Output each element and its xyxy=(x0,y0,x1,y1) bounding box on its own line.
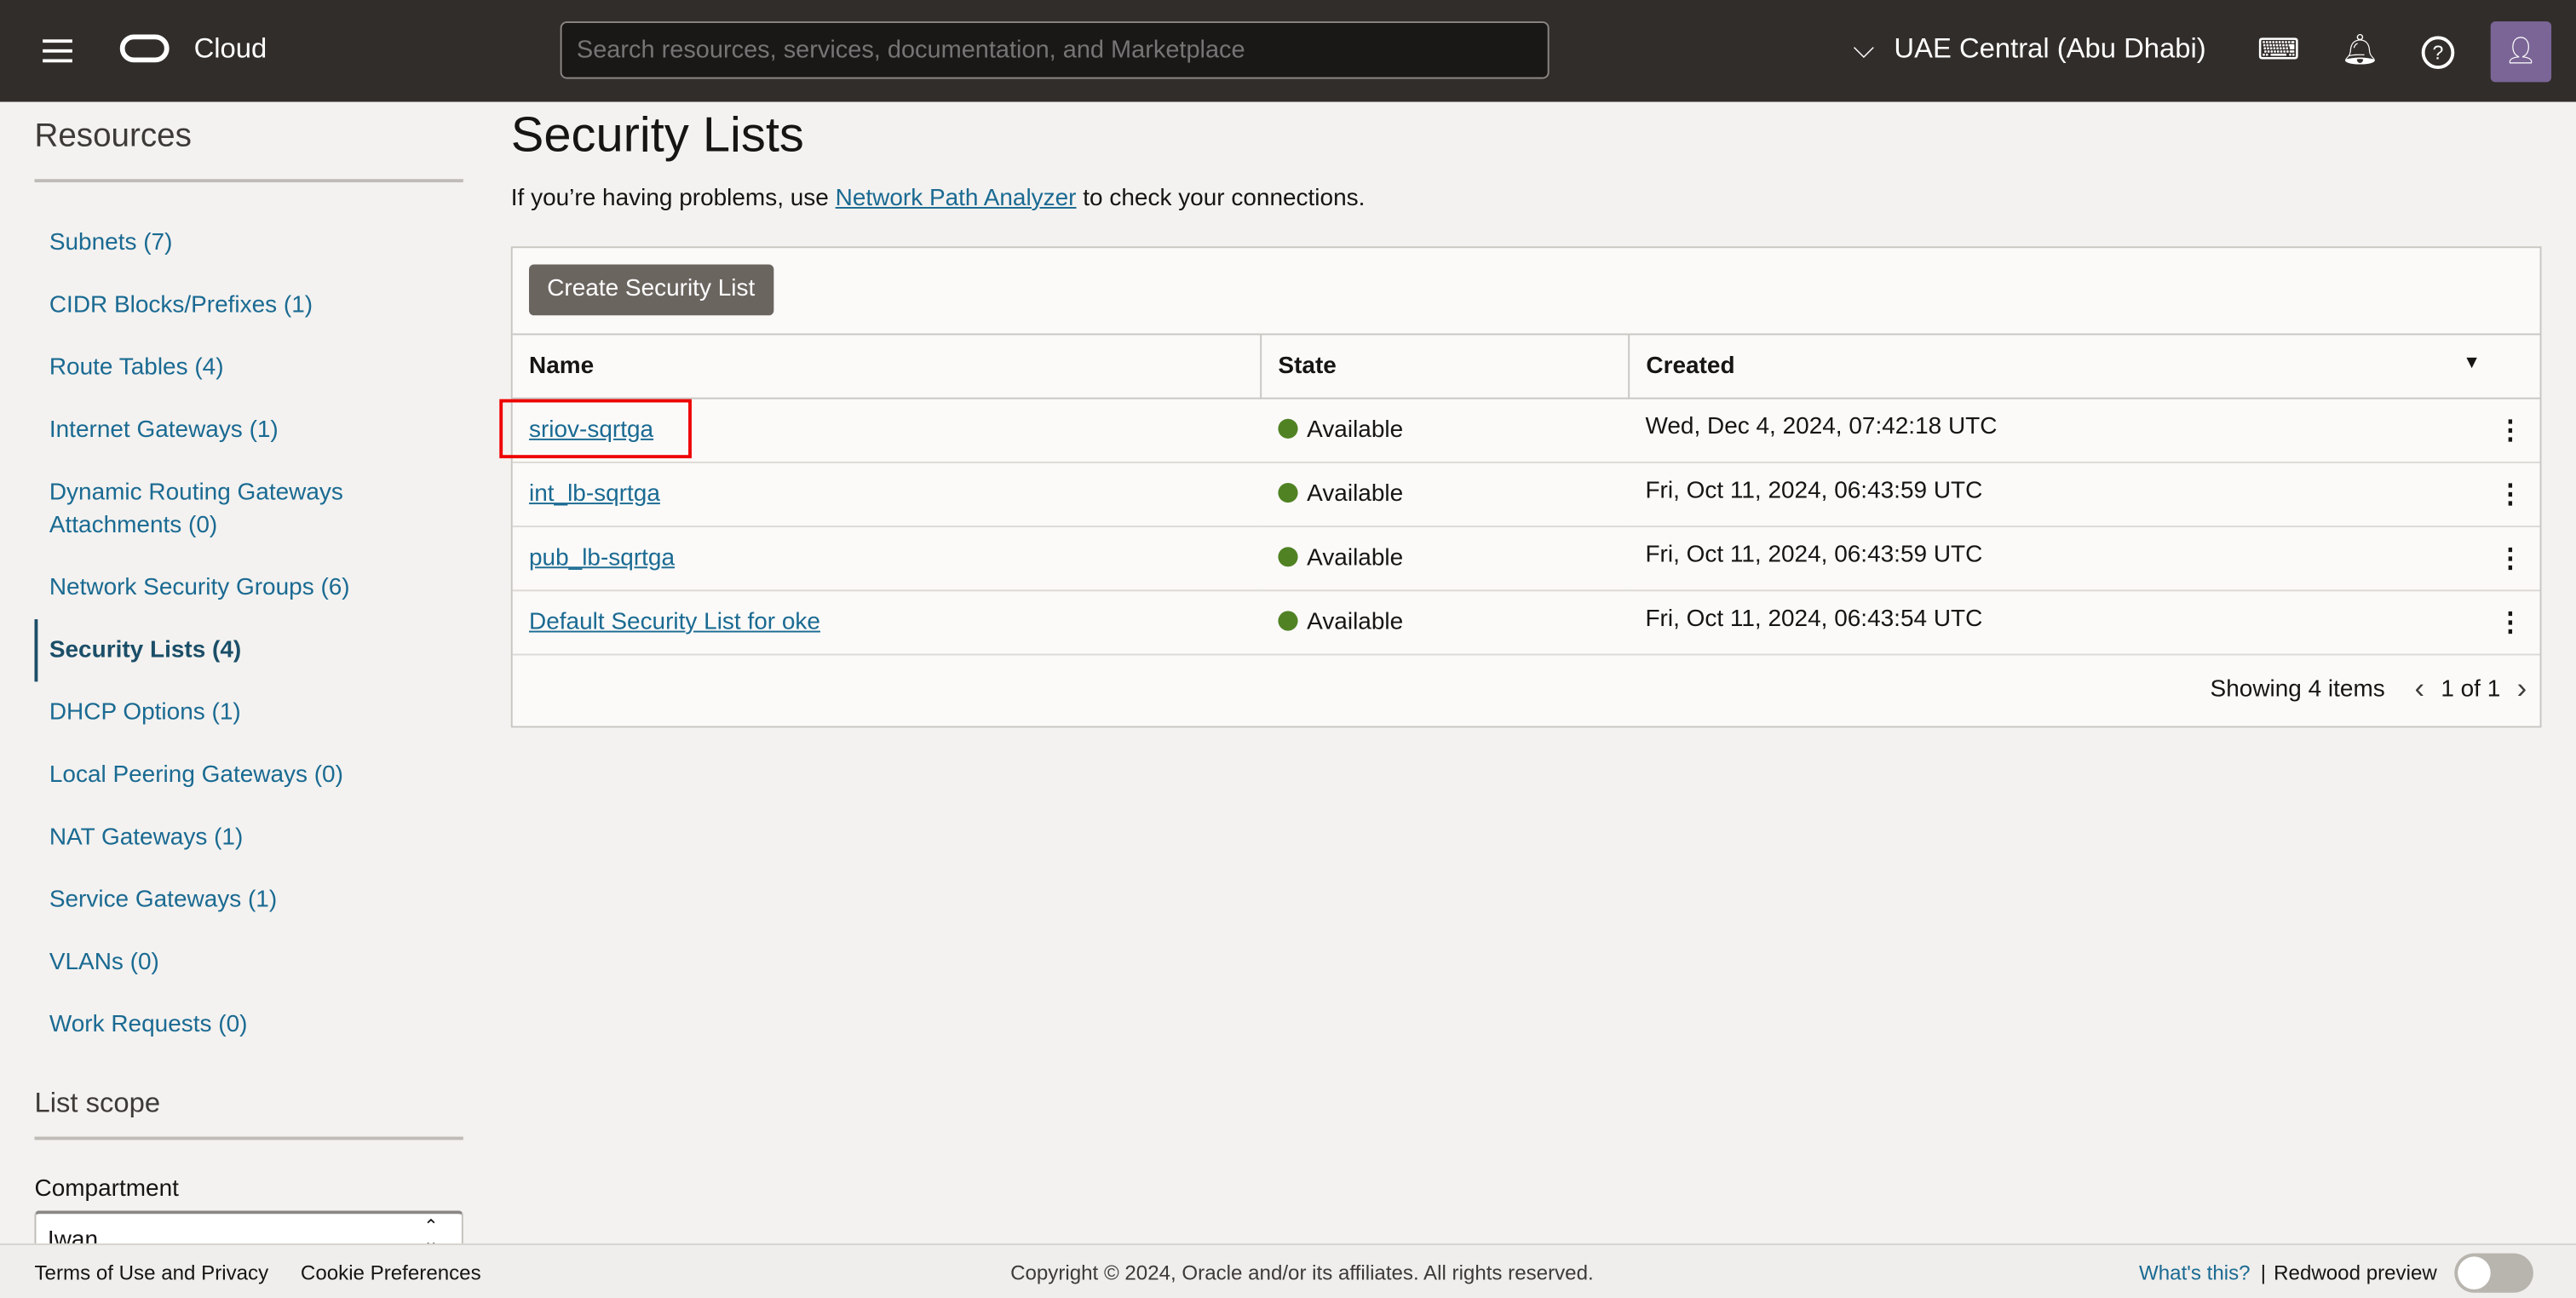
state-text: Available xyxy=(1307,481,1404,508)
security-list-link[interactable]: int_lb-sqrtga xyxy=(528,481,660,508)
status-dot-icon xyxy=(1277,547,1297,567)
copyright: Copyright © 2024, Oracle and/or its affi… xyxy=(1010,1261,1594,1285)
sidebar-item-nsgs[interactable]: Network Security Groups (6) xyxy=(49,574,350,601)
column-header-created[interactable]: Created ▼ xyxy=(1629,333,2540,399)
table-row: int_lb-sqrtga Available Fri, Oct 11, 2024,… xyxy=(512,462,2540,528)
cookie-preferences-link[interactable]: Cookie Preferences xyxy=(300,1261,481,1285)
sidebar-item-route-tables[interactable]: Route Tables (4) xyxy=(49,354,224,382)
created-text: Fri, Oct 11, 2024, 06:43:54 UTC xyxy=(1645,606,1983,633)
help-icon[interactable]: ? xyxy=(2421,36,2455,69)
hint-text-end: to check your connections. xyxy=(1076,185,1366,212)
create-security-list-button[interactable]: Create Security List xyxy=(528,264,773,316)
sidebar-item-drg-attachments[interactable]: Dynamic Routing Gateways Attachments (0) xyxy=(49,480,343,539)
state-text: Available xyxy=(1307,545,1404,572)
next-page-icon[interactable]: › xyxy=(2516,671,2527,705)
list-scope: List scope Compartment Iwan ⌃ ⌄ xyxy=(34,1087,463,1261)
state-text: Available xyxy=(1307,416,1404,444)
sort-caret-icon[interactable]: ▼ xyxy=(2463,353,2481,373)
prev-page-icon[interactable]: ‹ xyxy=(2414,671,2425,705)
resources-sidebar: Resources Subnets (7) CIDR Blocks/Prefix… xyxy=(34,102,463,1056)
chevron-down-icon: ⌵ xyxy=(1853,32,1875,65)
hint-text: If you’re having problems, use xyxy=(510,185,836,212)
kebab-menu-icon[interactable]: ⋮ xyxy=(2497,416,2524,445)
sidebar-title: Resources xyxy=(34,118,192,155)
created-text: Fri, Oct 11, 2024, 06:43:59 UTC xyxy=(1645,542,1983,569)
created-text: Wed, Dec 4, 2024, 07:42:18 UTC xyxy=(1645,413,1998,440)
table-row: Default Security List for oke Available Fr… xyxy=(512,590,2540,656)
sidebar-item-cidr-blocks[interactable]: CIDR Blocks/Prefixes (1) xyxy=(49,292,313,319)
table-row: sriov-sqrtga Available Wed, Dec 4, 2024, 0… xyxy=(512,398,2540,463)
sidebar-item-dhcp-options[interactable]: DHCP Options (1) xyxy=(49,699,241,727)
bell-icon[interactable]: 🔔︎ xyxy=(2341,32,2379,66)
page-indicator: 1 of 1 xyxy=(2441,675,2501,703)
pagination: Showing 4 items ‹ 1 of 1 › xyxy=(2211,672,2527,706)
kebab-menu-icon[interactable]: ⋮ xyxy=(2497,545,2524,574)
column-header-name[interactable]: Name xyxy=(512,333,1262,399)
security-list-link[interactable]: Default Security List for oke xyxy=(528,609,820,636)
profile-avatar[interactable]: 👤︎ xyxy=(2490,21,2552,83)
whats-this-link[interactable]: What's this? xyxy=(2138,1261,2251,1285)
region-label: UAE Central (Abu Dhabi) xyxy=(1894,32,2206,65)
list-scope-title: List scope xyxy=(34,1087,161,1119)
main-content: Security Lists If you’re having problems… xyxy=(499,102,2542,728)
page-title: Security Lists xyxy=(510,108,804,163)
showing-count: Showing 4 items xyxy=(2210,675,2385,703)
search-input[interactable] xyxy=(560,21,1550,79)
oracle-logo-icon[interactable] xyxy=(119,34,170,63)
redwood-preview-label: Redwood preview xyxy=(2274,1261,2437,1285)
kebab-menu-icon[interactable]: ⋮ xyxy=(2497,481,2524,509)
sidebar-item-service-gateways[interactable]: Service Gateways (1) xyxy=(49,887,278,914)
compartment-label: Compartment xyxy=(34,1175,179,1203)
redwood-preview-toggle[interactable] xyxy=(2454,1253,2533,1293)
security-lists-panel: Create Security List Name State Created ▼… xyxy=(499,246,2542,728)
status-dot-icon xyxy=(1277,611,1297,631)
region-selector[interactable]: ⌵ UAE Central (Abu Dhabi) xyxy=(1853,33,2205,66)
sidebar-item-subnets[interactable]: Subnets (7) xyxy=(49,229,173,256)
terms-link[interactable]: Terms of Use and Privacy xyxy=(34,1261,269,1285)
status-dot-icon xyxy=(1277,482,1297,503)
column-header-state[interactable]: State xyxy=(1261,333,1630,399)
kebab-menu-icon[interactable]: ⋮ xyxy=(2497,609,2524,638)
security-list-link[interactable]: sriov-sqrtga xyxy=(528,416,654,444)
brand-name[interactable]: Cloud xyxy=(193,32,267,65)
sidebar-item-work-requests[interactable]: Work Requests (0) xyxy=(49,1011,248,1038)
state-text: Available xyxy=(1307,609,1404,636)
status-dot-icon xyxy=(1277,418,1297,439)
sidebar-item-security-lists[interactable]: Security Lists (4) xyxy=(34,619,463,682)
footer: Terms of Use and Privacy Cookie Preferen… xyxy=(0,1243,2576,1298)
cloud-shell-icon[interactable]: ⌨ xyxy=(2257,32,2300,66)
top-bar: Cloud ⌵ UAE Central (Abu Dhabi) ⌨ 🔔︎ ? 👤︎ xyxy=(0,0,2576,102)
menu-icon[interactable] xyxy=(43,39,72,63)
security-lists-table: Name State Created ▼ sriov-sqrtga Availabl… xyxy=(512,333,2540,656)
sidebar-item-nat-gateways[interactable]: NAT Gateways (1) xyxy=(49,824,244,851)
created-text: Fri, Oct 11, 2024, 06:43:59 UTC xyxy=(1645,478,1983,505)
security-list-link[interactable]: pub_lb-sqrtga xyxy=(528,545,676,572)
network-path-analyzer-link[interactable]: Network Path Analyzer xyxy=(835,185,1077,212)
sidebar-item-internet-gateways[interactable]: Internet Gateways (1) xyxy=(49,416,279,444)
sidebar-item-lpgs[interactable]: Local Peering Gateways (0) xyxy=(49,761,343,789)
table-row: pub_lb-sqrtga Available Fri, Oct 11, 2024,… xyxy=(512,526,2540,592)
created-label: Created xyxy=(1646,353,1735,380)
sidebar-item-vlans[interactable]: VLANs (0) xyxy=(49,949,159,976)
help-hint: If you’re having problems, use Network P… xyxy=(511,186,1366,212)
